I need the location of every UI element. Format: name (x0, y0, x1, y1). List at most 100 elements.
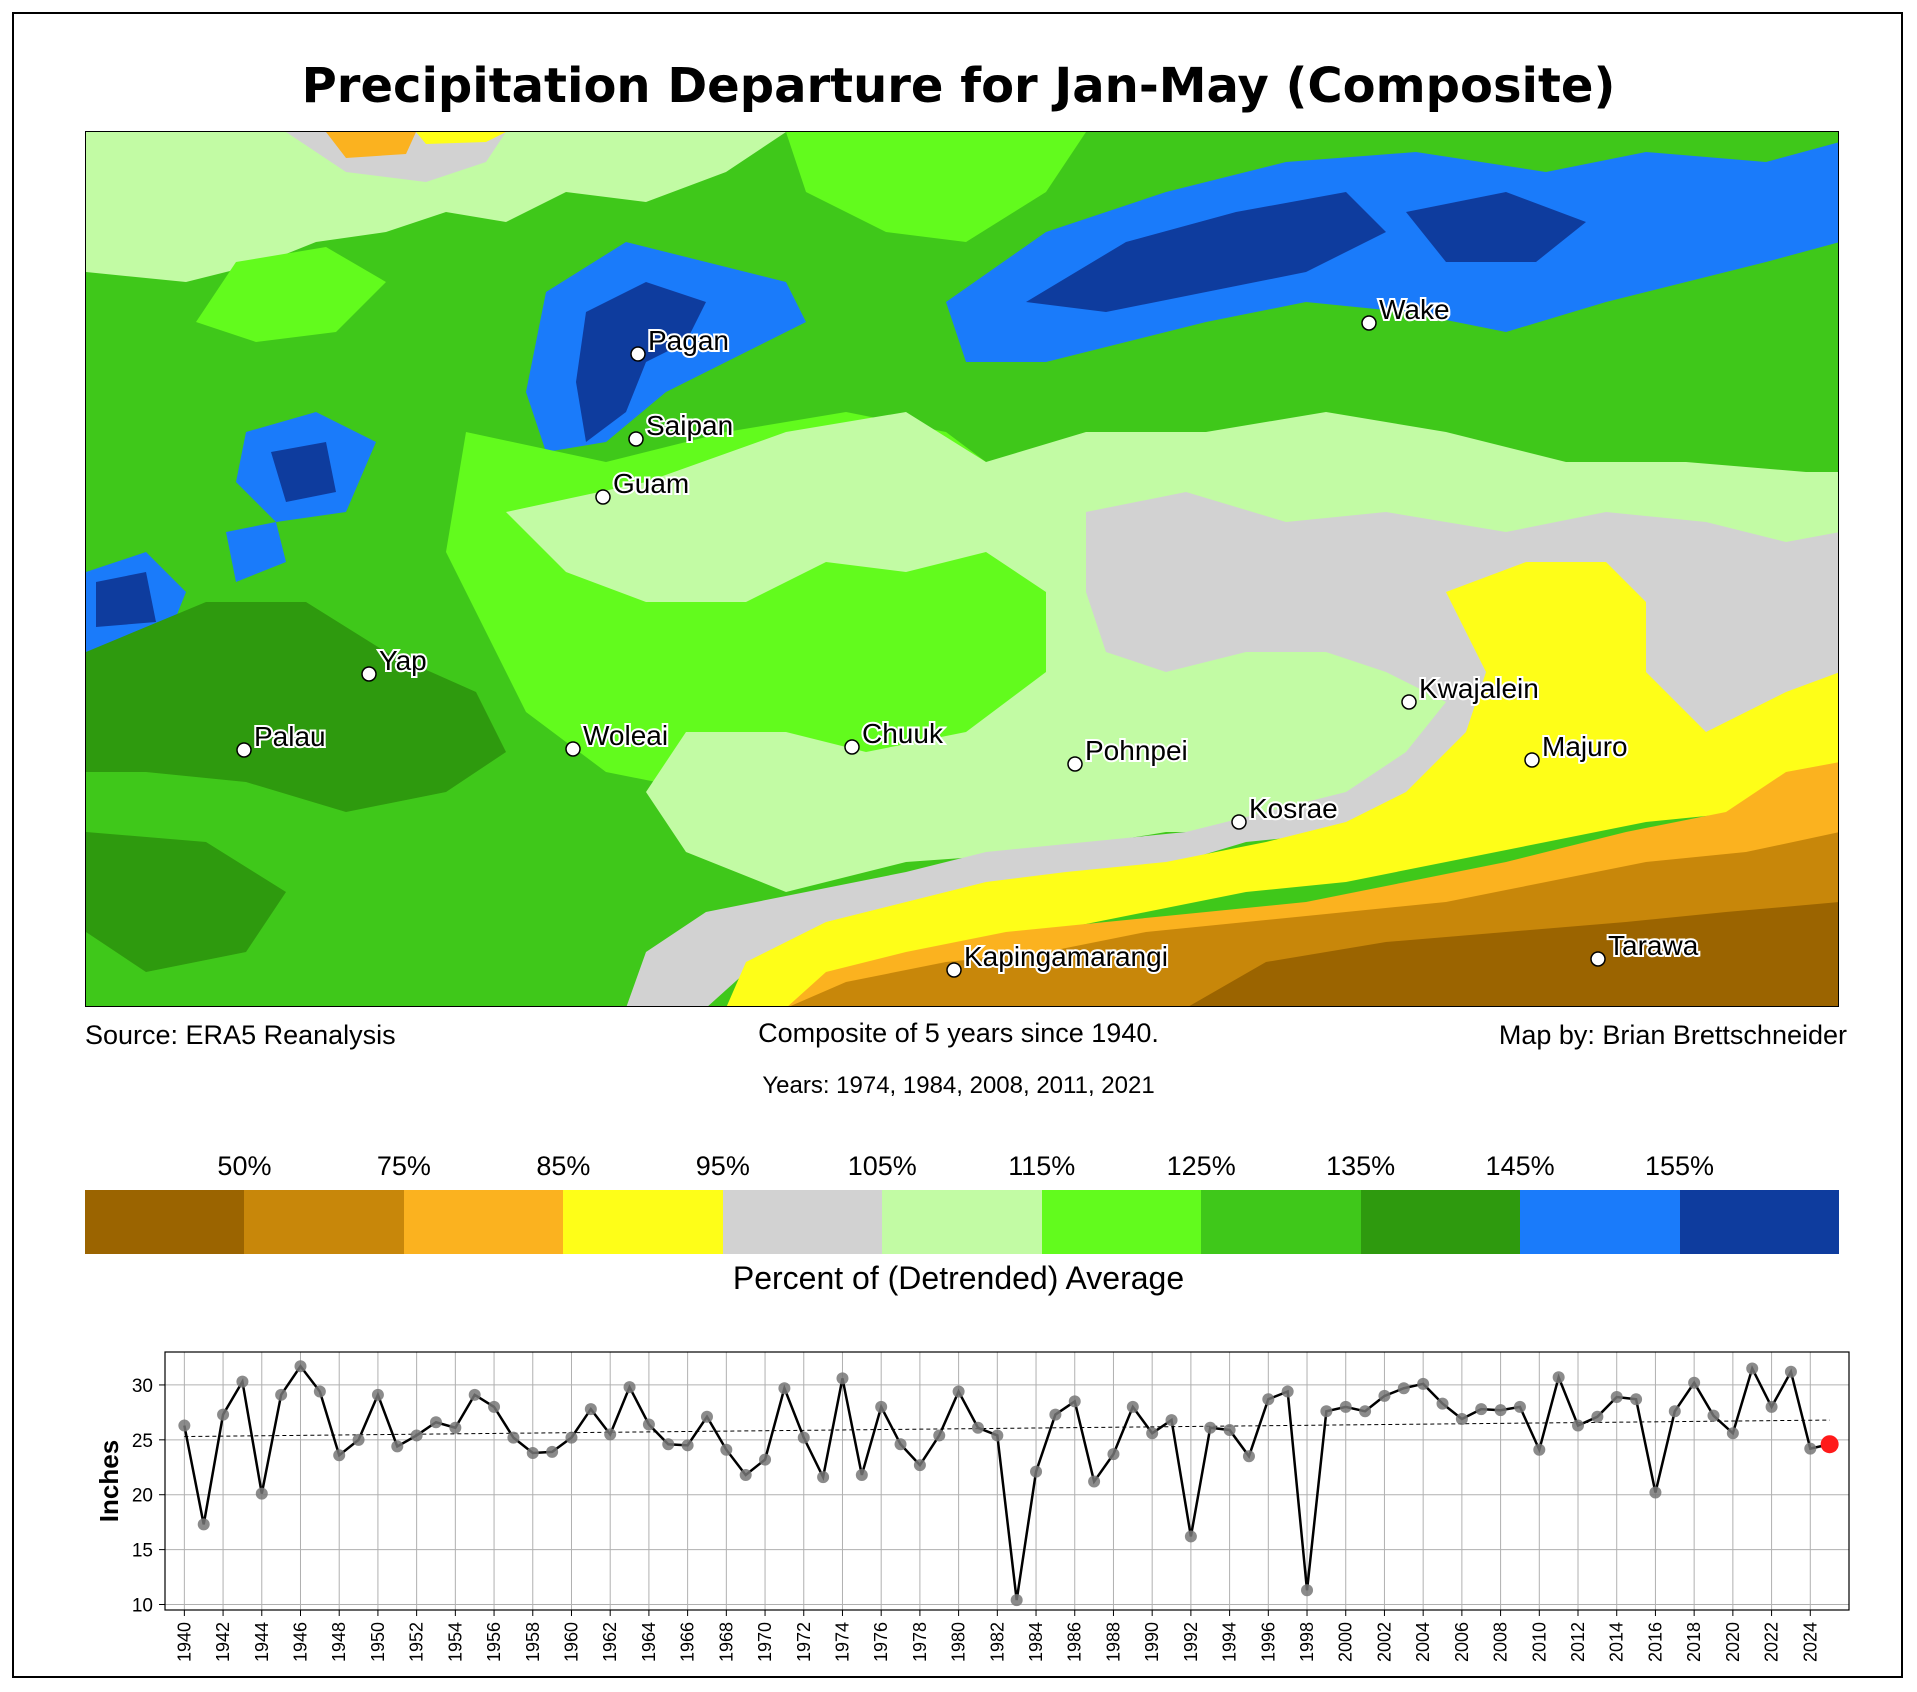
colorbar-tick-label: 50% (217, 1151, 272, 1181)
data-point (1397, 1382, 1410, 1395)
x-tick-label: 1950 (368, 1622, 388, 1662)
data-point (1610, 1391, 1623, 1404)
colorbar-tick-label: 125% (1166, 1151, 1236, 1181)
data-point-highlight (1820, 1435, 1839, 1454)
data-point (1010, 1594, 1023, 1607)
data-point (1707, 1409, 1720, 1422)
data-point (1726, 1427, 1739, 1440)
data-point (1784, 1365, 1797, 1378)
map-zone-west-darkgreen (86, 602, 506, 972)
data-point (1552, 1371, 1565, 1384)
colorbar-tick-label: 115% (1008, 1151, 1076, 1181)
data-point (642, 1418, 655, 1431)
colorbar-swatch-5 (882, 1190, 1042, 1254)
place-markers: Wake Pagan Saipan Guam Yap Palau Woleai Chuuk Po… (236, 292, 1701, 978)
x-tick-label: 1946 (290, 1622, 310, 1662)
data-point (1107, 1448, 1120, 1461)
x-tick-label: 1986 (1065, 1622, 1085, 1662)
place-label-saipan: Saipan (646, 410, 733, 441)
data-point (1804, 1442, 1817, 1455)
data-point (1630, 1393, 1643, 1406)
x-tick-label: 2000 (1336, 1622, 1356, 1662)
x-tick-label: 2012 (1568, 1622, 1588, 1662)
x-tick-label: 2024 (1800, 1622, 1820, 1662)
map-zone-north-orange (326, 132, 416, 158)
data-point (1049, 1408, 1062, 1421)
colorbar-swatch-7 (1201, 1190, 1361, 1254)
map-fill: Wake Pagan Saipan Guam Yap Palau Woleai Chuuk Po… (86, 132, 1838, 1006)
data-point (971, 1421, 984, 1434)
data-point (1765, 1400, 1778, 1413)
colorbar-tick-label: 135% (1326, 1151, 1396, 1181)
x-tick-label: 2020 (1723, 1622, 1743, 1662)
data-point (275, 1388, 288, 1401)
data-point (255, 1487, 268, 1500)
x-tick-label: 1978 (910, 1622, 930, 1662)
place-label-majuro: Majuro (1542, 731, 1628, 762)
data-point (546, 1445, 559, 1458)
place-label-kapingamarangi: Kapingamarangi (964, 941, 1168, 972)
x-tick-label: 1974 (832, 1622, 852, 1662)
y-tick-label: 25 (132, 1431, 153, 1452)
data-point (1513, 1400, 1526, 1413)
x-tick-label: 1996 (1258, 1622, 1278, 1662)
map-zone-north-bright (196, 132, 1086, 342)
y-tick-label: 10 (132, 1596, 153, 1617)
data-point (197, 1518, 210, 1531)
data-point (313, 1385, 326, 1398)
data-point (913, 1459, 926, 1472)
colorbar-tick-label: 85% (536, 1151, 591, 1181)
colorbar-tick-label: 75% (376, 1151, 431, 1181)
map-zone-orange (788, 762, 1838, 1006)
place-marker-wake (1361, 315, 1377, 331)
place-marker-guam (595, 489, 611, 505)
data-point (294, 1360, 307, 1373)
place-label-yap: Yap (379, 645, 427, 676)
x-tick-label: 1948 (329, 1622, 349, 1662)
x-tick-label: 2018 (1684, 1622, 1704, 1662)
colorbar-tick-label: 155% (1645, 1151, 1715, 1181)
data-point (352, 1433, 365, 1446)
data-point (933, 1429, 946, 1442)
place-label-kosrae: Kosrae (1249, 793, 1338, 824)
data-point (1475, 1403, 1488, 1416)
data-point (1649, 1486, 1662, 1499)
x-tick-label: 1944 (252, 1622, 272, 1662)
colorbar-swatch-3 (563, 1190, 723, 1254)
data-point (1436, 1397, 1449, 1410)
x-tick-label: 1994 (1220, 1622, 1240, 1662)
data-point (584, 1403, 597, 1416)
x-tick-label: 1968 (716, 1622, 736, 1662)
x-tick-label: 1958 (523, 1622, 543, 1662)
data-point (1165, 1414, 1178, 1427)
place-marker-kwajalein (1401, 694, 1417, 710)
x-tick-label: 2004 (1413, 1622, 1433, 1662)
colorbar-tick-label: 145% (1485, 1151, 1555, 1181)
place-marker-chuuk (844, 739, 860, 755)
y-tick-label: 30 (132, 1376, 153, 1397)
x-tick-label: 1980 (949, 1622, 969, 1662)
x-tick-label: 1940 (174, 1622, 194, 1662)
colorbar-swatch-10 (1679, 1190, 1839, 1254)
colorbar-tick-label: 95% (695, 1151, 750, 1181)
data-point (855, 1468, 868, 1481)
composite-note: Composite of 5 years since 1940. (758, 1018, 1159, 1048)
data-point (1533, 1443, 1546, 1456)
data-point (817, 1471, 830, 1484)
x-tick-label: 1972 (794, 1622, 814, 1662)
map-zone-ne-blue (946, 142, 1838, 362)
data-point (1184, 1530, 1197, 1543)
map-credit: Map by: Brian Brettschneider (1498, 1020, 1847, 1050)
place-marker-palau (236, 742, 252, 758)
x-tick-label: 1992 (1181, 1622, 1201, 1662)
place-label-guam: Guam (613, 468, 689, 499)
place-marker-saipan (628, 431, 644, 447)
place-label-tarawa: Tarawa (1608, 930, 1699, 961)
x-tick-label: 1990 (1142, 1622, 1162, 1662)
colorbar-swatch-2 (403, 1190, 564, 1254)
map-zone-pagan-darkblue (576, 282, 706, 442)
x-tick-label: 1956 (484, 1622, 504, 1662)
x-tick-label: 1998 (1297, 1622, 1317, 1662)
x-tick-label: 1942 (213, 1622, 233, 1662)
